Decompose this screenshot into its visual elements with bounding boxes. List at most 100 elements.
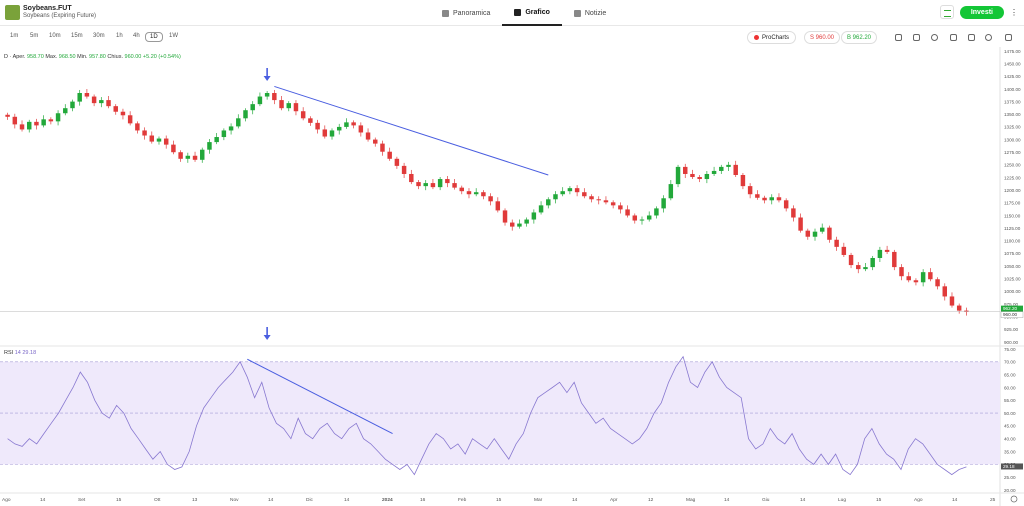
candle [77,93,82,102]
candle [690,173,695,178]
x-tick-label: 14 [268,497,274,503]
candle [827,227,832,240]
candle [639,219,645,221]
candle [409,173,414,183]
timeframe-1h[interactable]: 1h [116,33,123,39]
tab-grafico[interactable]: Grafico [502,0,562,26]
tab-notizie[interactable]: Notizie [562,0,618,26]
compare-icon[interactable] [968,34,975,41]
candle [55,113,61,122]
candle [286,103,291,109]
timeframe-15m[interactable]: 15m [71,33,83,39]
candle [517,223,522,227]
candle [142,130,147,136]
timeframe-1m[interactable]: 1m [10,33,19,39]
indicators-icon[interactable] [913,34,920,41]
top-bar: Soybeans.FUT Soybeans (Expiring Future) … [0,0,1024,26]
rsi-tick-label: 25.00 [1004,475,1016,480]
watchlist-button[interactable] [939,5,954,19]
rsi-period: 14 [14,350,21,356]
candle [632,215,638,221]
grid-icon [442,9,449,17]
bar-chart-icon[interactable] [950,34,957,41]
tab-panoramica[interactable]: Panoramica [430,0,502,26]
candle [163,138,169,145]
soybeans-logo-icon [5,5,20,20]
settings-icon[interactable] [931,34,938,41]
x-tick-label: Nov [230,497,239,503]
rsi-tick-label: 75.00 [1004,347,1016,352]
tab-label: Notizie [584,9,607,17]
candle [156,138,162,142]
high-value: 968.50 [58,54,76,60]
last-price-tag-bg [1001,305,1023,312]
timeframe-30m[interactable]: 30m [93,33,105,39]
share-icon[interactable] [985,34,992,41]
pencil-icon[interactable] [895,34,902,41]
candle [834,239,839,247]
candle [91,96,97,104]
timeframe-1d[interactable]: 1D [145,32,163,42]
candle [221,130,227,138]
candle [250,104,255,111]
price-tick-label: 1375.00 [1004,99,1021,104]
price-tick-label: 1050.00 [1004,264,1021,269]
candle [884,249,890,252]
timeframe-1w[interactable]: 1W [169,33,178,39]
procharts-button[interactable]: ProCharts [747,31,797,44]
candle [675,166,681,185]
candle [942,286,948,297]
candle [654,208,659,216]
candle [791,208,796,218]
fullscreen-icon[interactable] [1005,34,1012,41]
x-tick-label: 15 [496,497,502,503]
x-tick-label: Feb [458,497,467,503]
timeframe-4h[interactable]: 4h [133,33,140,39]
price-tick-label: 1275.00 [1004,150,1021,155]
candle [135,123,140,131]
candle [509,222,515,227]
candle [783,200,789,209]
candle [863,267,868,270]
candle [387,151,392,159]
timeframe-10m[interactable]: 10m [49,33,61,39]
candle [466,191,472,195]
x-tick-label: Mar [534,497,543,503]
candle [856,265,861,270]
candle [5,114,10,117]
invest-button[interactable]: Investi [959,5,1004,19]
candle [704,173,710,180]
price-chart[interactable]: 1475.001450.001425.001400.001375.001350.… [0,47,1024,506]
candle [293,103,299,112]
sell-button[interactable]: S 960.00 [804,31,841,44]
candle [192,155,198,160]
buy-button[interactable]: B 962.20 [841,31,878,44]
rsi-trendline [247,358,393,435]
candle [711,170,717,174]
candle [524,219,529,224]
x-tick-label: Apr [610,497,618,503]
candle [336,126,342,131]
price-arrow-icon [263,76,271,81]
candle [935,279,940,287]
candle [719,166,724,171]
kebab-icon[interactable]: ⋮ [1010,7,1018,17]
candle [567,188,573,192]
candle [870,257,875,268]
open-value: 958.70 [26,54,44,60]
instrument-description: Soybeans (Expiring Future) [23,13,97,19]
candle [769,197,774,201]
candle [200,149,205,160]
candle [70,101,75,109]
candle [344,122,349,127]
rsi-tick-label: 70.00 [1004,360,1016,365]
candle [949,296,955,306]
candle [178,152,183,159]
candle [538,205,544,213]
timeframe-5m[interactable]: 5m [30,33,39,39]
candle [26,121,32,130]
candle [380,143,385,152]
candle [892,251,897,268]
x-tick-label: 2024 [382,497,393,503]
high-label: Max. [45,54,58,60]
